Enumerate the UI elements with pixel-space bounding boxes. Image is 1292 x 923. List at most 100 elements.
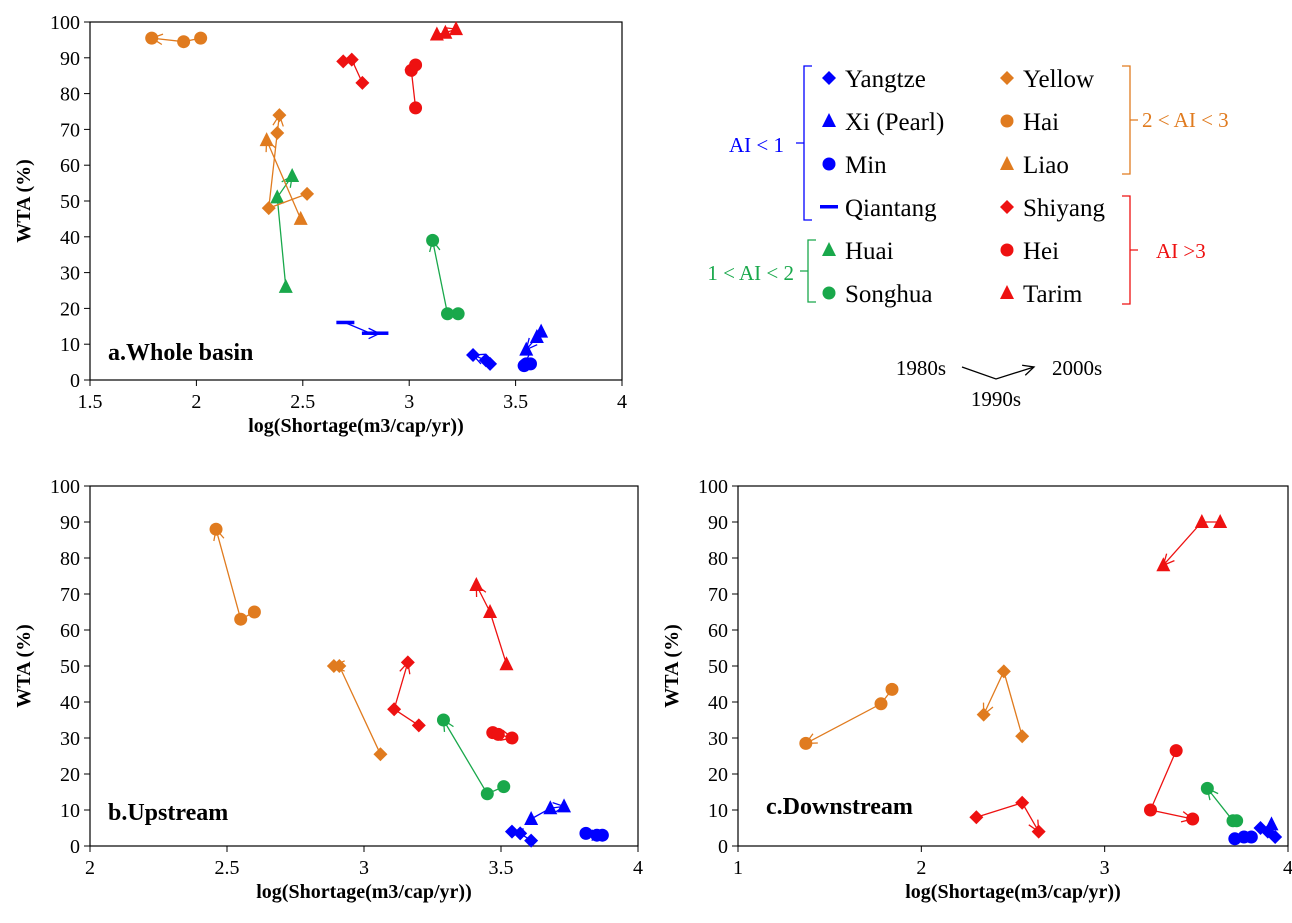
data-point-xi-pearl-1 [524, 811, 539, 825]
legend-label: Shiyang [1023, 195, 1105, 222]
group-label: 2 < AI < 3 [1142, 108, 1229, 132]
x-tick-label: 4 [633, 857, 643, 879]
group-label: AI >3 [1156, 239, 1206, 263]
legend-marker [1000, 156, 1014, 170]
y-tick-label: 70 [708, 584, 728, 606]
y-tick-label: 20 [60, 764, 80, 786]
y-tick-label: 60 [708, 620, 728, 642]
y-tick-label: 40 [60, 692, 80, 714]
data-point-hai-3 [799, 736, 813, 750]
series-tarim [429, 21, 464, 41]
data-point-hai-1 [247, 605, 261, 619]
data-point-hai-1 [885, 682, 899, 696]
y-tick-label: 10 [708, 800, 728, 822]
legend-marker [822, 157, 836, 171]
data-point-songhua-2 [1226, 814, 1240, 828]
data-point-huai-1 [278, 278, 293, 293]
series-xi-pearl [1264, 816, 1279, 831]
data-point-yellow-1 [373, 747, 388, 762]
group-label: 1 < AI < 2 [707, 261, 794, 285]
series-yellow [326, 659, 388, 762]
legend-label: Hei [1023, 238, 1059, 265]
legend-marker [822, 286, 836, 300]
group-ai-gt-3: AI >3 [1122, 195, 1206, 305]
series-hei [486, 726, 519, 745]
series-shiyang [387, 655, 426, 733]
legend-marker [822, 242, 836, 256]
x-tick-label: 3.5 [489, 857, 514, 879]
series-tarim [469, 577, 514, 671]
chart-panel-3: 0 10 20 30 40 50 60 70 80 90 100 1 2 3 4 log(Shortage(m… [661, 476, 1292, 903]
y-tick-label: 90 [708, 512, 728, 534]
series-min [579, 826, 609, 842]
data-point-songhua-3 [426, 233, 440, 247]
trajectory-line [431, 240, 459, 315]
y-tick-label: 10 [60, 800, 80, 822]
x-tick-label: 2 [191, 391, 201, 413]
legend-marker [1000, 285, 1014, 299]
series-yangtze [466, 347, 498, 371]
legend-entry-shiyang: Shiyang [1000, 195, 1105, 222]
x-tick-label: 2 [916, 857, 926, 879]
trajectory-line [151, 37, 201, 43]
x-tick-label: 3 [404, 391, 414, 413]
trajectory-line [215, 529, 255, 621]
x-tick-label: 1.5 [78, 391, 103, 413]
group-label: AI < 1 [729, 133, 784, 157]
chart-panel-1: 0 10 20 30 40 50 60 70 80 90 100 1.5 2 2.5 3 3.5 4 log(Sh… [13, 12, 627, 437]
data-point-shiyang-2 [1015, 795, 1030, 810]
data-point-shiyang-1 [969, 810, 984, 825]
series-hei [1144, 744, 1200, 826]
series-hai [145, 31, 208, 49]
y-tick-label: 10 [60, 334, 80, 356]
data-point-yellow-2 [996, 664, 1011, 679]
data-point-tarim-1 [1213, 514, 1228, 528]
x-tick-label: 3 [1100, 857, 1110, 879]
data-point-hei-2 [1144, 803, 1157, 817]
series-huai [270, 167, 300, 293]
data-point-shiyang-2 [387, 702, 402, 717]
data-point-xi-pearl-1 [1264, 816, 1279, 831]
data-point-yellow-3 [326, 659, 341, 673]
x-tick-label: 2 [85, 857, 95, 879]
legend-label: Xi (Pearl) [845, 109, 944, 136]
y-tick-label: 40 [60, 227, 80, 249]
data-point-hei-1 [1169, 744, 1183, 758]
x-tick-label: 4 [617, 391, 627, 413]
y-tick-label: 20 [708, 764, 728, 786]
data-point-hai-2 [234, 612, 248, 626]
data-point-xi-pearl-2 [529, 329, 544, 344]
data-point-huai-3 [285, 167, 300, 182]
y-tick-label: 80 [60, 84, 80, 106]
y-tick-label: 50 [60, 656, 80, 678]
legend-entry-qiantang: Qiantang [820, 195, 937, 222]
group-ai-1-2: 1 < AI < 2 [707, 239, 816, 303]
legend-label: Songhua [845, 281, 933, 308]
legend-marker [820, 205, 838, 209]
series-songhua [1200, 781, 1244, 828]
data-point-shiyang-3 [336, 54, 351, 69]
series-liao [259, 132, 308, 225]
data-point-hai-1 [194, 31, 208, 45]
y-axis-title: WTA (%) [13, 159, 35, 243]
data-point-hai-3 [209, 522, 223, 536]
y-tick-label: 90 [60, 512, 80, 534]
trajectory-line [983, 669, 1023, 737]
series-hei [404, 58, 423, 115]
y-tick-label: 0 [70, 370, 80, 392]
data-point-liao-2 [259, 132, 274, 147]
panel-label: c.Downstream [766, 794, 913, 820]
series-hai [209, 522, 261, 626]
data-point-tarim-3 [449, 21, 464, 36]
data-point-hei-3 [1186, 812, 1200, 826]
data-point-xi-pearl-3 [557, 798, 572, 813]
data-point-hai-2 [177, 35, 191, 49]
trajectory-line [805, 689, 893, 744]
chart-panel-2: 0 10 20 30 40 50 60 70 80 90 100 2 2.5 3 3.5 4 log(Short… [13, 476, 643, 903]
legend-label: Hai [1023, 109, 1059, 136]
panel-label: a.Whole basin [108, 340, 253, 366]
trajectory-line [475, 584, 508, 665]
data-point-huai-2 [270, 189, 285, 204]
data-point-yangtze-1 [524, 833, 539, 848]
